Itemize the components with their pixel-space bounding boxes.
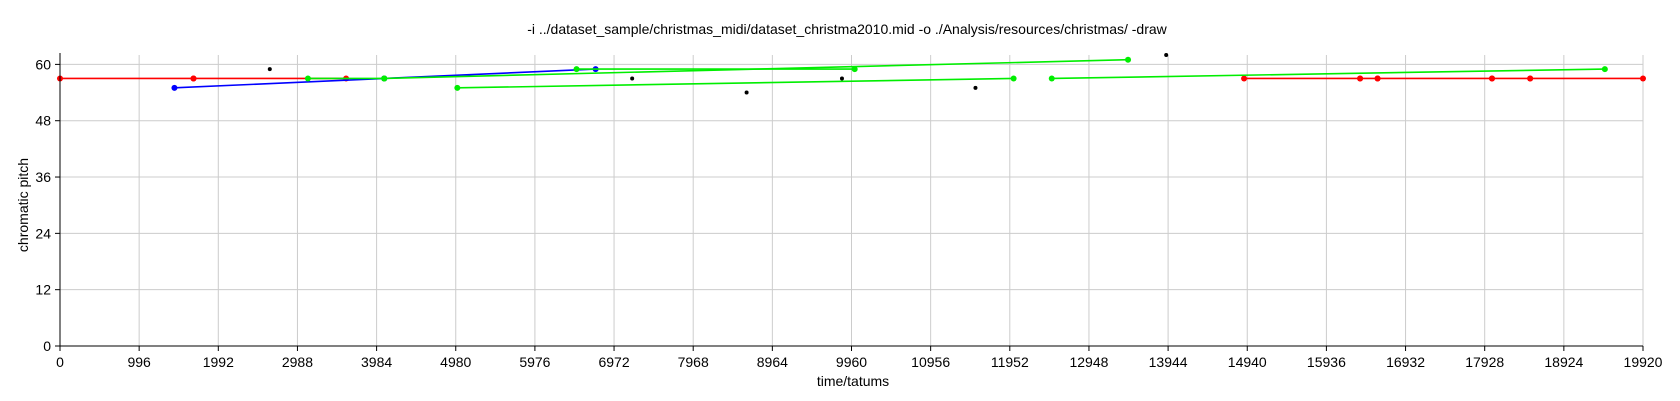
x-tick-label: 3984 xyxy=(361,354,392,370)
x-tick-label: 2988 xyxy=(282,354,313,370)
series-point xyxy=(851,66,858,73)
grid xyxy=(59,55,1644,347)
isolated-point xyxy=(744,90,749,95)
x-axis-label: time/tatums xyxy=(817,373,889,389)
x-tick-label: 5976 xyxy=(519,354,550,370)
y-tick-label: 60 xyxy=(35,56,51,72)
series-segment xyxy=(457,77,1014,89)
x-tick-label: 17928 xyxy=(1465,354,1504,370)
series-point xyxy=(1640,75,1646,82)
x-tick-label: 6972 xyxy=(598,354,629,370)
isolated-point xyxy=(1164,53,1169,57)
series-point xyxy=(1489,75,1496,82)
x-tick-label: 12948 xyxy=(1069,354,1108,370)
y-tick-label: 12 xyxy=(35,282,51,298)
series-point xyxy=(171,84,178,91)
series-point xyxy=(454,84,461,91)
isolated-point xyxy=(973,85,978,90)
series-point xyxy=(1527,75,1534,82)
chart-title: -i ../dataset_sample/christmas_midi/data… xyxy=(527,21,1167,37)
series-point xyxy=(1125,56,1132,63)
x-tick-label: 13944 xyxy=(1149,354,1188,370)
isolated-point xyxy=(630,76,635,81)
series-point xyxy=(304,75,311,82)
series-layer xyxy=(57,53,1646,95)
y-tick-label: 48 xyxy=(35,113,51,129)
x-tick-label: 996 xyxy=(127,354,151,370)
x-tick-label: 10956 xyxy=(911,354,950,370)
x-tick-label: 16932 xyxy=(1386,354,1425,370)
isolated-point xyxy=(267,67,272,72)
series-point xyxy=(1601,66,1608,73)
x-tick-label: 11952 xyxy=(991,354,1029,370)
series-point xyxy=(1241,75,1248,82)
series-point xyxy=(190,75,197,82)
series-point xyxy=(381,75,388,82)
x-tick-label: 7968 xyxy=(678,354,709,370)
series-point xyxy=(1374,75,1381,82)
series-segment xyxy=(384,58,1129,80)
x-tick-label: 8964 xyxy=(757,354,788,370)
x-tick-label: 0 xyxy=(56,354,64,370)
x-tick-label: 18924 xyxy=(1544,354,1583,370)
x-tick-label: 1992 xyxy=(203,354,234,370)
y-axis-label: chromatic pitch xyxy=(15,158,31,252)
y-tick-label: 36 xyxy=(35,169,51,185)
x-tick-label: 4980 xyxy=(440,354,471,370)
series-segment xyxy=(1051,68,1605,80)
x-tick-label: 19920 xyxy=(1624,354,1663,370)
axes: 0 996 1992 2988 3984 4980 5976 6972 7968 8964 9960… xyxy=(35,53,1663,370)
series-point xyxy=(573,66,580,73)
series-point xyxy=(1010,75,1017,82)
series-point xyxy=(1357,75,1364,82)
x-tick-label: 14940 xyxy=(1228,354,1267,370)
x-tick-label: 15936 xyxy=(1307,354,1346,370)
series-point xyxy=(1048,75,1055,82)
series-segment xyxy=(174,77,385,89)
x-tick-label: 9960 xyxy=(836,354,867,370)
y-tick-label: 0 xyxy=(43,338,51,354)
y-tick-label: 24 xyxy=(35,225,51,241)
isolated-point xyxy=(839,76,844,81)
